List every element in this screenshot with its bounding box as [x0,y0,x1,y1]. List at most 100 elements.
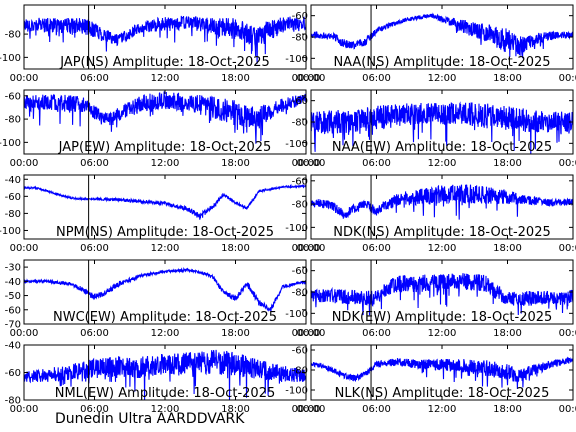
x-tick-label: 06:00 [80,243,109,254]
panel-title: NWC(EW) Amplitude: 18-Oct-2025 [53,310,277,325]
chart-panel: -100 -80 -60 -40 00:00 06:00 12:00 18:00 00:00 NP… [0,174,321,254]
x-tick-label: 18:00 [493,328,522,339]
x-tick-label: 00:00 [559,73,576,84]
x-tick-label: 00:00 [297,404,326,415]
y-tick-label: -100 [0,226,21,237]
x-tick-label: 18:00 [221,73,250,84]
amplitude-series-line [24,91,306,144]
chart-panel: -100 -80 -60 00:00 06:00 12:00 18:00 00:00 NDK(E… [285,259,576,339]
x-tick-label: 00:00 [559,158,576,169]
x-tick-label: 00:00 [292,243,321,254]
amplitude-series-line [24,349,306,400]
y-tick-label: -80 [5,115,21,126]
x-tick-label: 18:00 [221,328,250,339]
panel-title: JAP(EW) Amplitude: 18-Oct-2025 [58,140,272,155]
x-tick-label: 06:00 [80,158,109,169]
x-tick-label: 00:00 [10,404,39,415]
y-tick-label: -60 [5,368,21,379]
y-tick-label: -80 [5,30,21,41]
x-tick-label: 12:00 [428,73,457,84]
y-tick-label: -100 [285,309,308,320]
x-tick-label: 00:00 [292,73,321,84]
chart-panel: -100 -80 -60 00:00 06:00 12:00 18:00 00:00 NAA(N… [285,4,576,84]
panel-title: NPM(NS) Amplitude: 18-Oct-2025 [56,225,274,240]
panel-title: NDK(EW) Amplitude: 18-Oct-2025 [332,310,553,325]
x-tick-label: 12:00 [428,404,457,415]
x-tick-label: 06:00 [362,328,391,339]
x-tick-label: 18:00 [221,243,250,254]
x-tick-label: 00:00 [297,73,326,84]
x-tick-label: 06:00 [80,73,109,84]
y-tick-label: -40 [5,175,21,186]
y-tick-label: -60 [292,11,308,22]
y-tick-label: -60 [5,192,21,203]
x-tick-label: 06:00 [362,73,391,84]
y-tick-label: -70 [5,320,21,331]
amplitude-series-line [311,101,573,154]
panel-title: NAA(EW) Amplitude: 18-Oct-2025 [332,140,552,155]
x-tick-label: 18:00 [221,404,250,415]
y-tick-label: -60 [292,346,308,357]
y-tick-label: -100 [285,139,308,150]
chart-panel: -100 -80 -60 00:00 06:00 12:00 18:00 00:00 JAP(E… [0,89,321,169]
y-tick-label: -80 [292,288,308,299]
x-tick-label: 00:00 [292,404,321,415]
panel-title: NAA(NS) Amplitude: 18-Oct-2025 [333,55,550,70]
x-tick-label: 00:00 [297,243,326,254]
chart-panel: -100 -80 -60 00:00 06:00 12:00 18:00 00:00 NLK(N… [285,344,576,415]
panel-title: JAP(NS) Amplitude: 18-Oct-2025 [59,55,270,70]
y-tick-label: -60 [292,176,308,187]
amplitude-series-line [24,183,306,220]
x-tick-label: 00:00 [10,73,39,84]
x-tick-label: 12:00 [151,243,180,254]
x-tick-label: 00:00 [297,328,326,339]
x-tick-label: 06:00 [362,243,391,254]
x-tick-label: 12:00 [428,158,457,169]
x-tick-label: 12:00 [151,404,180,415]
y-tick-label: -60 [292,96,308,107]
footer-label: Dunedin Ultra AARDDVARK [55,411,245,427]
chart-panel: -100 -80 00:00 06:00 12:00 18:00 00:00 JAP(NS) … [0,4,321,84]
amplitude-series-line [24,15,306,64]
x-tick-label: 00:00 [559,404,576,415]
chart-panel: -100 -80 -60 00:00 06:00 12:00 18:00 00:00 NDK(N… [285,174,576,254]
y-tick-label: -80 [5,396,21,407]
y-tick-label: -80 [292,200,308,211]
y-tick-label: -50 [5,291,21,302]
x-tick-label: 00:00 [292,328,321,339]
x-tick-label: 12:00 [428,328,457,339]
x-tick-label: 00:00 [10,158,39,169]
y-tick-label: -100 [285,223,308,234]
x-tick-label: 12:00 [428,243,457,254]
x-tick-label: 12:00 [151,158,180,169]
y-tick-label: -80 [292,118,308,129]
x-tick-label: 18:00 [493,243,522,254]
y-tick-label: -100 [0,138,21,149]
y-tick-label: -40 [5,277,21,288]
x-tick-label: 18:00 [221,158,250,169]
panel-title: NML(EW) Amplitude: 18-Oct-2025 [55,386,276,401]
x-tick-label: 06:00 [80,328,109,339]
y-tick-label: -60 [5,91,21,102]
x-tick-label: 12:00 [151,328,180,339]
amplitude-series-line [311,12,573,59]
y-tick-label: -60 [5,305,21,316]
x-tick-label: 18:00 [493,158,522,169]
x-tick-label: 00:00 [559,328,576,339]
x-tick-label: 00:00 [292,158,321,169]
y-tick-label: -80 [292,33,308,44]
y-tick-label: -100 [285,54,308,65]
x-tick-label: 12:00 [151,73,180,84]
amplitude-series-line [24,266,306,312]
x-tick-label: 06:00 [362,404,391,415]
x-tick-label: 00:00 [10,328,39,339]
y-tick-label: -80 [292,366,308,377]
y-tick-label: -100 [285,386,308,397]
x-tick-label: 18:00 [493,404,522,415]
chart-panel: -100 -80 -60 00:00 06:00 12:00 18:00 00:00 NAA(E… [285,89,576,169]
x-tick-label: 06:00 [362,158,391,169]
amplitude-series-line [311,356,573,389]
x-tick-label: 00:00 [297,158,326,169]
x-tick-label: 18:00 [493,73,522,84]
